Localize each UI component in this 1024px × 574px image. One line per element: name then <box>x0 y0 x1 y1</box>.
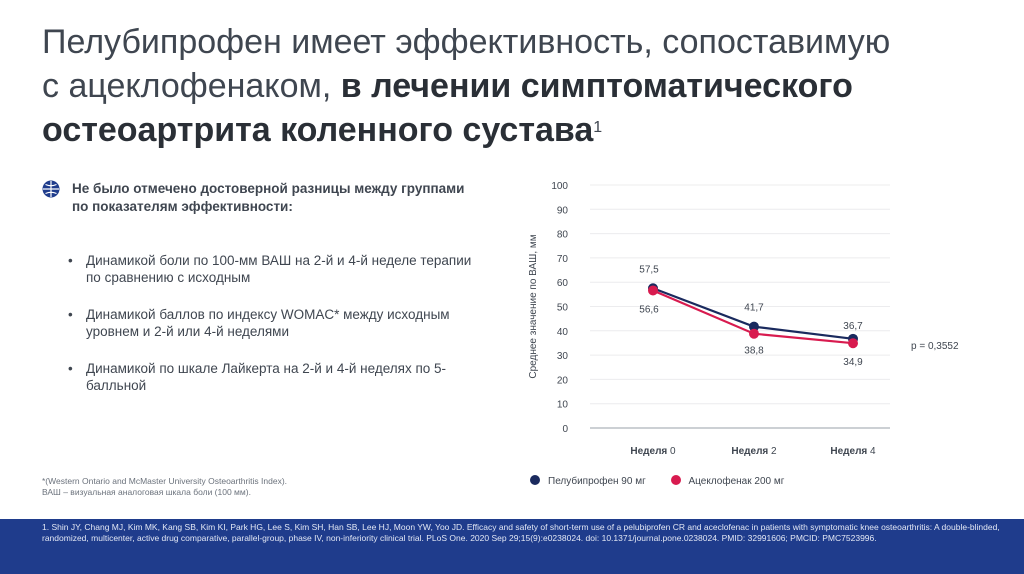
y-tick-label: 0 <box>562 424 568 435</box>
title-line-2: с ацеклофенаком, в лечении симптоматичес… <box>42 64 942 108</box>
reference-bar <box>0 519 1024 574</box>
footnote-line-1: *(Western Ontario and McMaster Universit… <box>42 476 288 486</box>
legend-swatch-pelubiprofen <box>530 475 540 485</box>
data-label: 38,8 <box>744 346 764 357</box>
page-title: Пелубипрофен имеет эффективность, сопост… <box>42 20 942 152</box>
footnote: *(Western Ontario and McMaster Universit… <box>42 476 462 498</box>
data-point <box>848 338 858 349</box>
legend-swatch-aceclofenac <box>670 475 681 485</box>
bullet-text: Динамикой по шкале Лайкерта на 2-й и 4-й… <box>86 361 447 393</box>
data-label: 57,5 <box>639 264 659 275</box>
y-tick-label: 100 <box>551 181 568 192</box>
title-line-1: Пелубипрофен имеет эффективность, сопост… <box>42 23 891 61</box>
y-tick-label: 80 <box>557 230 569 241</box>
title-line-2-regular: с ацеклофенаком, <box>42 67 341 105</box>
data-point <box>749 321 759 332</box>
y-tick-label: 50 <box>557 303 569 314</box>
chart-svg: 0 10 20 30 40 50 60 70 80 90 100 Среднее значение п… <box>528 181 890 457</box>
footnote-line-2: ВАШ – визуальная аналоговая шкала боли (… <box>42 487 251 497</box>
x-tick-label: Неделя 0 <box>630 446 676 457</box>
x-tick-label: Неделя 4 <box>830 446 876 457</box>
lead-text: Не было отмечено достоверной разницы меж… <box>72 181 465 214</box>
data-point <box>648 285 658 296</box>
data-label: 36,7 <box>843 321 863 332</box>
legend-label-pelubiprofen: Пелубипрофен 90 мг <box>548 476 646 487</box>
y-tick-label: 10 <box>557 400 569 411</box>
bullet-item: • Динамикой баллов по индексу WOMAC* межд… <box>66 306 476 340</box>
data-label: 41,7 <box>744 303 764 314</box>
title-line-2-bold: в лечении симптоматического <box>340 67 853 105</box>
data-point <box>749 328 759 339</box>
bullet-dot: • <box>68 253 73 268</box>
reference-text: 1. Shin JY, Chang MJ, Kim MK, Kang SB, K… <box>42 522 1000 543</box>
x-tick-label: Неделя 2 <box>731 446 777 457</box>
y-tick-label: 60 <box>557 278 569 289</box>
bullet-text: Динамикой боли по 100-мм ВАШ на 2-й и 4-… <box>86 253 472 285</box>
p-value-annotation: p = 0,3552 <box>911 341 959 352</box>
y-tick-label: 20 <box>557 375 569 386</box>
y-tick-label: 70 <box>557 254 569 265</box>
bullet-item: • Динамикой по шкале Лайкерта на 2-й и 4-… <box>66 360 476 394</box>
y-tick-label: 30 <box>557 351 569 362</box>
title-footnote-mark: 1 <box>593 119 603 136</box>
y-axis-label: Среднее значение по ВАШ, мм <box>528 234 539 378</box>
bullet-item: • Динамикой боли по 100-мм ВАШ на 2-й и 4… <box>66 252 476 286</box>
title-line-3: остеоартрита коленного сустава1 <box>42 108 942 152</box>
data-label: 34,9 <box>843 357 863 368</box>
bullet-dot: • <box>68 361 73 376</box>
vas-line-chart: 0 10 20 30 40 50 60 70 80 90 100 Среднее значение п… <box>510 170 1010 500</box>
y-tick-label: 40 <box>557 327 569 338</box>
title-line-3-bold: остеоартрита коленного сустава <box>42 111 594 149</box>
bullet-text: Динамикой баллов по индексу WOMAC* между… <box>86 307 450 339</box>
data-label: 56,6 <box>639 304 659 315</box>
legend-label-aceclofenac: Ацеклофенак 200 мг <box>688 476 785 487</box>
legend-item-aceclofenac: Ацеклофенак 200 мг <box>670 475 785 487</box>
bullet-list: • Динамикой боли по 100-мм ВАШ на 2-й и 4… <box>66 252 476 414</box>
bullet-dot: • <box>68 307 73 322</box>
y-tick-label: 90 <box>557 205 569 216</box>
legend-item-pelubiprofen: Пелубипрофен 90 мг <box>530 475 646 487</box>
chart-legend: Пелубипрофен 90 мг Ацеклофенак 200 мг <box>530 475 806 487</box>
globe-icon <box>42 180 60 198</box>
